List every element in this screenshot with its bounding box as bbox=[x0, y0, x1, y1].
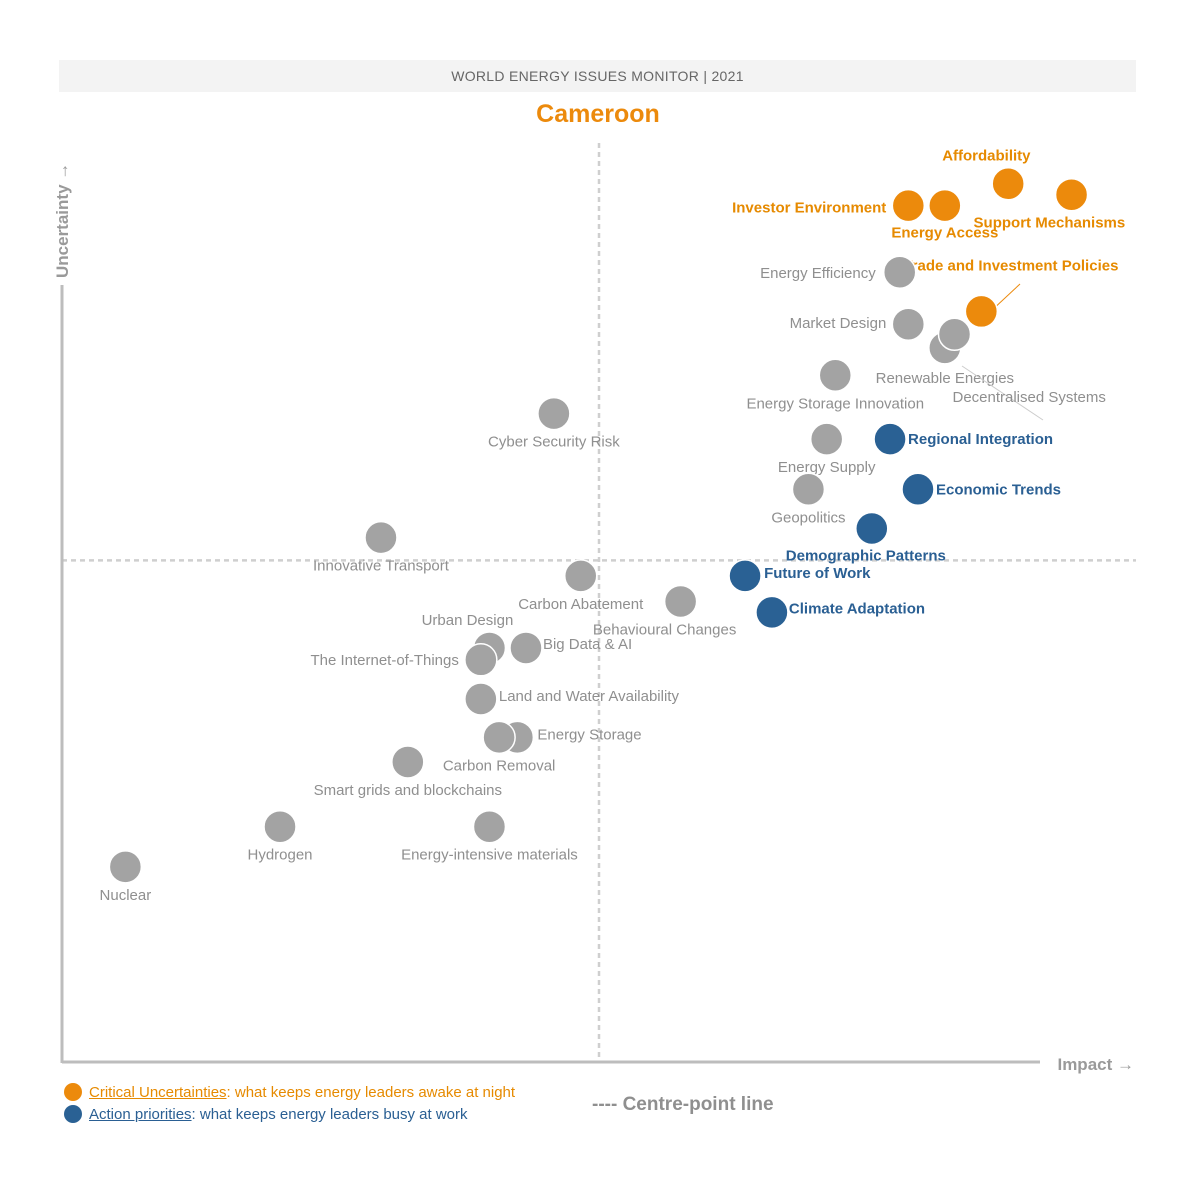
point-label-energy-supply: Energy Supply bbox=[778, 459, 876, 476]
point-innovative-transport bbox=[364, 520, 398, 555]
point-label-demographic-patterns: Demographic Patterns bbox=[786, 547, 946, 564]
point-label-energy-intensive-materials: Energy-intensive materials bbox=[401, 847, 578, 864]
legend-critical-key: Critical Uncertainties bbox=[89, 1083, 227, 1101]
legend-critical: Critical Uncertainties : what keeps ener… bbox=[64, 1083, 515, 1101]
point-label-renewable-energies: Renewable Energies bbox=[876, 370, 1014, 387]
point-big-data-ai bbox=[509, 631, 543, 665]
point-label-affordability: Affordability bbox=[942, 148, 1031, 165]
point-label-the-internet-of-things: The Internet-of-Things bbox=[310, 652, 458, 669]
point-future-of-work bbox=[728, 559, 762, 593]
point-label-innovative-transport: Innovative Transport bbox=[313, 558, 450, 575]
action-dot-icon bbox=[64, 1105, 82, 1123]
point-label-cyber-security-risk: Cyber Security Risk bbox=[488, 434, 620, 451]
critical-dot-icon bbox=[64, 1083, 82, 1101]
point-label-urban-design: Urban Design bbox=[422, 612, 514, 629]
point-nuclear bbox=[108, 850, 143, 884]
point-economic-trends bbox=[901, 472, 935, 507]
point-smart-grids-and-blockchains bbox=[391, 745, 425, 779]
legend-centre-line: ---- Centre-point line bbox=[592, 1094, 774, 1115]
point-decentralised-systems bbox=[937, 317, 972, 351]
point-label-decentralised-systems: Decentralised Systems bbox=[952, 389, 1105, 406]
point-behavioural-changes bbox=[663, 584, 698, 619]
point-energy-storage-innovation bbox=[818, 358, 853, 393]
point-label-energy-access: Energy Access bbox=[891, 225, 998, 242]
point-label-nuclear: Nuclear bbox=[100, 887, 152, 904]
point-label-regional-integration: Regional Integration bbox=[908, 431, 1053, 448]
point-label-market-design: Market Design bbox=[790, 315, 887, 332]
chart-title: Cameroon bbox=[536, 100, 660, 128]
point-label-behavioural-changes: Behavioural Changes bbox=[593, 621, 736, 638]
point-carbon-removal bbox=[482, 720, 516, 755]
point-label-energy-storage-innovation: Energy Storage Innovation bbox=[746, 395, 924, 412]
y-axis-label: Uncertainty → bbox=[53, 163, 72, 278]
point-trade-and-investment-policies bbox=[964, 294, 999, 329]
x-axis-label: Impact → bbox=[1057, 1055, 1134, 1074]
point-affordability bbox=[991, 166, 1025, 201]
point-label-hydrogen: Hydrogen bbox=[247, 847, 312, 864]
point-label-energy-storage: Energy Storage bbox=[537, 726, 641, 743]
point-label-geopolitics: Geopolitics bbox=[771, 509, 845, 526]
point-land-and-water-availability bbox=[464, 682, 498, 716]
point-energy-access bbox=[928, 188, 962, 223]
point-energy-intensive-materials bbox=[472, 809, 507, 844]
point-label-big-data-ai: Big Data & AI bbox=[543, 636, 632, 653]
point-climate-adaptation bbox=[755, 595, 789, 630]
point-regional-integration bbox=[873, 422, 907, 456]
point-label-future-of-work: Future of Work bbox=[764, 565, 871, 582]
point-energy-efficiency bbox=[882, 255, 917, 289]
legend-action-key: Action priorities bbox=[89, 1105, 192, 1123]
point-label-investor-environment: Investor Environment bbox=[732, 200, 886, 217]
point-investor-environment bbox=[891, 188, 926, 223]
point-label-land-and-water-availability: Land and Water Availability bbox=[499, 688, 680, 705]
point-label-carbon-removal: Carbon Removal bbox=[443, 757, 556, 774]
point-energy-supply bbox=[809, 422, 844, 456]
point-label-support-mechanisms: Support Mechanisms bbox=[974, 215, 1126, 232]
legend-action: Action priorities : what keeps energy le… bbox=[64, 1105, 468, 1123]
point-hydrogen bbox=[263, 809, 297, 844]
point-market-design bbox=[891, 307, 926, 341]
point-support-mechanisms bbox=[1054, 177, 1089, 212]
leader-line-decentralised-systems bbox=[961, 365, 1044, 421]
point-label-energy-efficiency: Energy Efficiency bbox=[760, 265, 876, 282]
point-label-economic-trends: Economic Trends bbox=[936, 481, 1061, 498]
point-cyber-security-risk bbox=[537, 396, 571, 431]
point-label-trade-and-investment-policies: Trade and Investment Policies bbox=[903, 257, 1118, 274]
point-geopolitics bbox=[791, 472, 826, 507]
point-label-climate-adaptation: Climate Adaptation bbox=[789, 600, 925, 617]
report-banner: WORLD ENERGY ISSUES MONITOR | 2021 bbox=[59, 60, 1136, 92]
point-the-internet-of-things bbox=[464, 643, 498, 677]
point-label-smart-grids-and-blockchains: Smart grids and blockchains bbox=[314, 782, 502, 799]
point-carbon-abatement bbox=[563, 559, 598, 593]
point-label-carbon-abatement: Carbon Abatement bbox=[518, 596, 644, 613]
legend-action-text: : what keeps energy leaders busy at work bbox=[191, 1105, 468, 1123]
legend-critical-text: : what keeps energy leaders awake at nig… bbox=[226, 1083, 516, 1101]
point-demographic-patterns bbox=[855, 511, 889, 546]
